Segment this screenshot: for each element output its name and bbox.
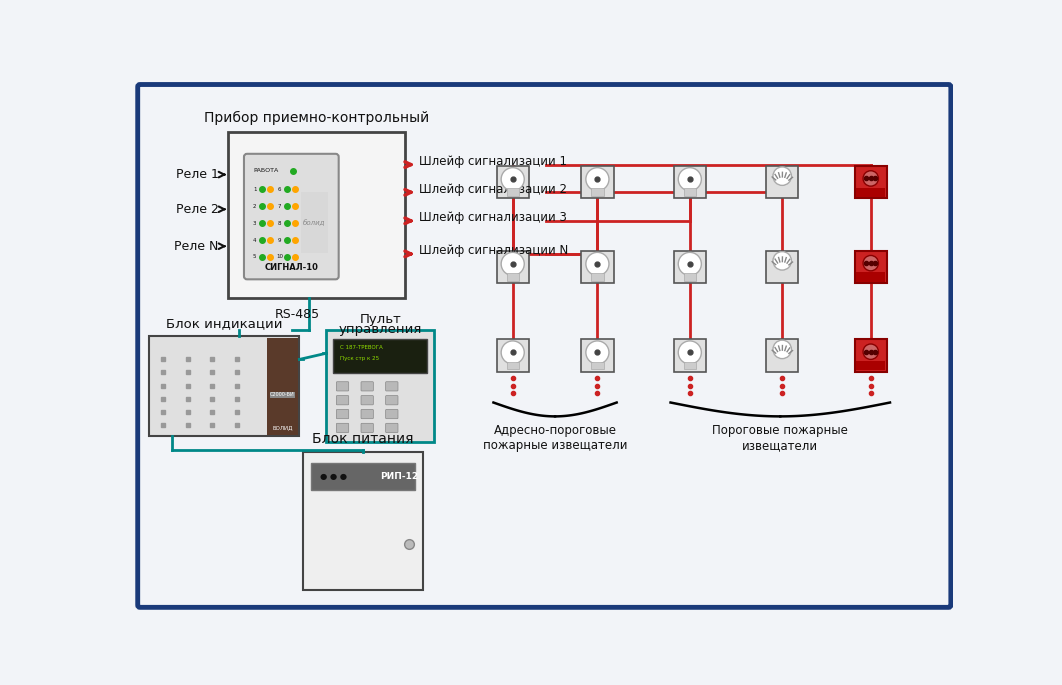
- Text: 4: 4: [253, 238, 257, 242]
- FancyBboxPatch shape: [337, 410, 348, 419]
- FancyBboxPatch shape: [267, 338, 297, 435]
- Text: Пороговые пожарные
извещатели: Пороговые пожарные извещатели: [713, 424, 849, 452]
- FancyBboxPatch shape: [244, 154, 339, 279]
- FancyBboxPatch shape: [673, 251, 706, 283]
- FancyBboxPatch shape: [507, 188, 519, 196]
- FancyBboxPatch shape: [311, 462, 415, 490]
- Text: Реле 1: Реле 1: [175, 168, 219, 181]
- FancyBboxPatch shape: [673, 166, 706, 199]
- Text: РАБОТА: РАБОТА: [253, 169, 278, 173]
- FancyBboxPatch shape: [581, 251, 614, 283]
- FancyBboxPatch shape: [333, 339, 427, 373]
- Circle shape: [586, 252, 609, 275]
- Text: С 187-ТРЕВОГА: С 187-ТРЕВОГА: [340, 345, 383, 350]
- FancyBboxPatch shape: [684, 273, 696, 281]
- FancyBboxPatch shape: [337, 423, 348, 432]
- FancyBboxPatch shape: [766, 339, 799, 372]
- FancyBboxPatch shape: [766, 166, 799, 199]
- FancyBboxPatch shape: [507, 362, 519, 369]
- FancyBboxPatch shape: [856, 273, 886, 282]
- Text: Адресно-пороговые
пожарные извещатели: Адресно-пороговые пожарные извещатели: [483, 424, 628, 452]
- FancyBboxPatch shape: [592, 273, 603, 281]
- Circle shape: [586, 341, 609, 364]
- FancyBboxPatch shape: [337, 382, 348, 391]
- Circle shape: [586, 168, 609, 190]
- Text: 6: 6: [277, 187, 281, 192]
- FancyBboxPatch shape: [386, 382, 398, 391]
- Text: 8: 8: [277, 221, 281, 225]
- FancyBboxPatch shape: [497, 166, 529, 199]
- FancyBboxPatch shape: [855, 166, 887, 199]
- Text: Реле 2: Реле 2: [175, 203, 219, 216]
- Circle shape: [501, 341, 525, 364]
- FancyBboxPatch shape: [386, 410, 398, 419]
- Text: C2000-БИ: C2000-БИ: [270, 393, 295, 397]
- Circle shape: [773, 167, 791, 186]
- FancyBboxPatch shape: [361, 382, 374, 391]
- Text: Шлейф сигнализации 1: Шлейф сигнализации 1: [418, 155, 567, 168]
- FancyBboxPatch shape: [150, 336, 299, 436]
- FancyBboxPatch shape: [684, 362, 696, 369]
- Text: Шлейф сигнализации 3: Шлейф сигнализации 3: [418, 211, 567, 224]
- FancyBboxPatch shape: [592, 362, 603, 369]
- Circle shape: [679, 252, 701, 275]
- FancyBboxPatch shape: [361, 410, 374, 419]
- Text: Прибор приемно-контрольный: Прибор приемно-контрольный: [204, 111, 429, 125]
- FancyBboxPatch shape: [497, 251, 529, 283]
- FancyBboxPatch shape: [270, 392, 295, 398]
- FancyBboxPatch shape: [361, 396, 374, 405]
- Circle shape: [501, 252, 525, 275]
- FancyBboxPatch shape: [856, 188, 886, 197]
- Text: Пуск стр к 25: Пуск стр к 25: [340, 356, 379, 361]
- Text: RS-485: RS-485: [275, 308, 320, 321]
- FancyBboxPatch shape: [581, 166, 614, 199]
- FancyBboxPatch shape: [228, 132, 405, 298]
- Circle shape: [679, 341, 701, 364]
- Text: 10: 10: [276, 255, 282, 260]
- FancyBboxPatch shape: [337, 396, 348, 405]
- Text: ● ● ●: ● ● ●: [321, 472, 347, 481]
- Text: Пульт: Пульт: [359, 313, 401, 326]
- Text: Шлейф сигнализации N: Шлейф сигнализации N: [418, 245, 568, 258]
- Text: 2: 2: [253, 203, 257, 209]
- Text: 3: 3: [253, 221, 257, 225]
- Circle shape: [773, 251, 791, 270]
- FancyBboxPatch shape: [684, 188, 696, 196]
- Text: 7: 7: [277, 203, 281, 209]
- Circle shape: [773, 340, 791, 359]
- Circle shape: [863, 171, 878, 186]
- Circle shape: [863, 256, 878, 271]
- Text: Блок питания: Блок питания: [312, 432, 414, 446]
- FancyBboxPatch shape: [766, 251, 799, 283]
- Text: Шлейф сигнализации 2: Шлейф сигнализации 2: [418, 183, 567, 196]
- FancyBboxPatch shape: [326, 330, 434, 442]
- Text: болид: болид: [303, 219, 325, 226]
- Text: Реле N: Реле N: [174, 240, 219, 253]
- Text: 9: 9: [277, 238, 281, 242]
- Text: 5: 5: [253, 255, 257, 260]
- FancyBboxPatch shape: [507, 273, 519, 281]
- Text: управления: управления: [339, 323, 422, 336]
- Text: СИГНАЛ-10: СИГНАЛ-10: [264, 262, 319, 271]
- Circle shape: [679, 168, 701, 190]
- FancyBboxPatch shape: [386, 423, 398, 432]
- Text: 1: 1: [253, 187, 257, 192]
- FancyBboxPatch shape: [301, 192, 328, 253]
- Circle shape: [863, 344, 878, 360]
- Circle shape: [501, 168, 525, 190]
- FancyBboxPatch shape: [581, 339, 614, 372]
- Text: БОЛИД: БОЛИД: [272, 425, 293, 429]
- FancyBboxPatch shape: [138, 84, 950, 608]
- FancyBboxPatch shape: [673, 339, 706, 372]
- FancyBboxPatch shape: [386, 396, 398, 405]
- FancyBboxPatch shape: [855, 339, 887, 372]
- Text: Блок индикации: Блок индикации: [166, 317, 282, 330]
- Text: РИП-12: РИП-12: [380, 472, 418, 481]
- FancyBboxPatch shape: [856, 361, 886, 370]
- FancyBboxPatch shape: [855, 251, 887, 283]
- FancyBboxPatch shape: [361, 423, 374, 432]
- FancyBboxPatch shape: [304, 452, 423, 590]
- FancyBboxPatch shape: [497, 339, 529, 372]
- FancyBboxPatch shape: [592, 188, 603, 196]
